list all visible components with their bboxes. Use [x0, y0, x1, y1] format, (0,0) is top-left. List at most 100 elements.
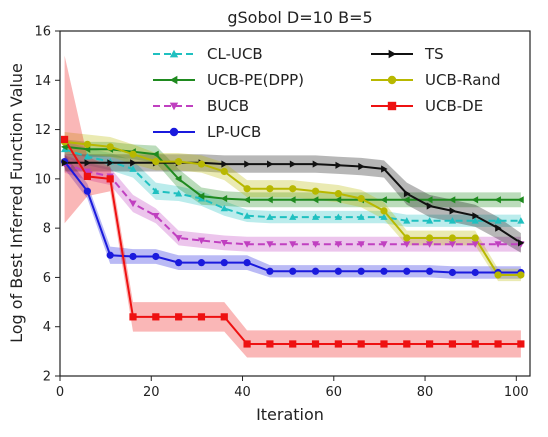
- ucb-pe-dpp-point: [517, 196, 524, 204]
- bucb-point: [426, 241, 434, 248]
- bucb-point: [175, 235, 183, 242]
- ucb-rand-point: [152, 158, 160, 166]
- x-tick-label: 0: [56, 385, 64, 400]
- lp-ucb-point: [175, 259, 183, 267]
- ts-point: [381, 165, 388, 173]
- bucb-point: [197, 237, 206, 245]
- ucb-pe-dpp-point: [426, 196, 433, 204]
- ucb-pe-dpp-point: [494, 196, 501, 204]
- ucb-de-point: [129, 313, 137, 321]
- bucb-legend-marker: [169, 102, 179, 111]
- ucb-de-point: [471, 340, 479, 348]
- x-tick-label: 100: [504, 385, 529, 400]
- cl-ucb-legend-label: CL-UCB: [207, 45, 263, 63]
- lp-ucb-point: [448, 268, 457, 277]
- y-tick-label: 10: [34, 172, 51, 187]
- x-tick-label: 80: [417, 385, 434, 400]
- ucb-rand-legend-label: UCB-Rand: [425, 71, 500, 89]
- cl-ucb-point: [266, 213, 274, 220]
- bucb-point: [289, 241, 297, 248]
- ucb-pe-dpp-point: [471, 196, 479, 204]
- ucb-rand-point: [380, 207, 388, 215]
- ucb-pe-dpp-point: [243, 196, 250, 204]
- y-tick-label: 4: [43, 320, 51, 335]
- lp-ucb-point: [220, 259, 228, 267]
- series-markers: [60, 135, 525, 348]
- lp-ucb-point: [266, 267, 274, 275]
- ucb-rand-point: [334, 190, 342, 198]
- ts-point: [289, 160, 297, 168]
- bucb-point: [380, 241, 388, 248]
- lp-ucb-legend-label: LP-UCB: [207, 123, 261, 141]
- ucb-de-point: [175, 313, 183, 321]
- ts-point: [84, 159, 91, 167]
- bucb-point: [83, 168, 91, 176]
- ucb-de-point: [106, 175, 114, 183]
- ucb-rand-point: [403, 234, 411, 242]
- bucb-point: [152, 212, 160, 220]
- ucb-de-point: [517, 340, 525, 348]
- ucb-pe-dpp-point: [266, 196, 273, 204]
- cl-ucb-point: [289, 213, 297, 220]
- cl-ucb-point: [494, 217, 502, 224]
- plot-frame: [59, 30, 531, 377]
- ts-point: [403, 190, 411, 198]
- lp-ucb-point: [380, 267, 388, 275]
- bucb-point: [448, 241, 457, 248]
- lp-ucb-point: [357, 267, 365, 275]
- cl-ucb-point: [357, 213, 365, 220]
- cl-ucb-point: [129, 165, 137, 172]
- ucb-rand-point: [471, 234, 479, 242]
- ucb-rand-point: [266, 185, 274, 193]
- ucb-de-point: [220, 313, 228, 321]
- ts-legend-label: TS: [424, 45, 444, 63]
- ts-point: [130, 159, 137, 167]
- y-tick-label: 6: [43, 271, 51, 286]
- lp-ucb-point: [106, 251, 114, 259]
- cl-ucb-point: [426, 217, 434, 224]
- ucb-rand-point: [289, 185, 297, 193]
- bucb-point: [471, 241, 479, 248]
- cl-ucb-point: [517, 217, 525, 224]
- ucb-rand-point: [243, 185, 251, 193]
- ucb-rand-point: [517, 271, 525, 279]
- bucb-point: [266, 241, 274, 248]
- y-axis-ticks: 2 4 6 8 10 12 14 16: [34, 25, 60, 385]
- ucb-pe-dpp-legend-label: UCB-PE(DPP): [207, 71, 304, 89]
- ucb-pe-dpp-point: [380, 196, 387, 204]
- ts-point: [107, 159, 114, 167]
- ts-point: [335, 161, 342, 169]
- bucb-point: [357, 241, 365, 248]
- ucb-rand-point: [129, 150, 137, 158]
- cl-ucb-legend-marker: [169, 49, 179, 58]
- ucb-pe-dpp-point: [152, 150, 159, 158]
- bucb-point: [334, 241, 342, 248]
- ucb-pe-dpp-point: [403, 196, 410, 204]
- ucb-pe-dpp-legend-marker: [169, 75, 178, 85]
- ts-point: [517, 239, 525, 247]
- cl-ucb-point: [220, 204, 228, 212]
- cl-ucb-point: [83, 153, 91, 160]
- cl-ucb-point: [311, 213, 320, 220]
- y-tick-label: 12: [34, 123, 51, 138]
- x-axis-label: Iteration: [256, 405, 324, 424]
- lp-ucb-point: [243, 259, 251, 267]
- ts-point: [244, 160, 251, 168]
- ucb-rand-point: [311, 187, 320, 195]
- lp-ucb-point: [83, 187, 91, 195]
- ucb-rand-point: [83, 140, 91, 148]
- ts-point: [426, 202, 434, 210]
- ucb-pe-dpp-point: [289, 196, 296, 204]
- cl-ucb-point: [471, 217, 479, 224]
- ucb-pe-dpp-point: [311, 196, 319, 204]
- y-tick-label: 16: [34, 25, 51, 40]
- ucb-rand-point: [426, 234, 434, 242]
- lp-ucb-point: [129, 252, 137, 261]
- bucb-point: [220, 240, 228, 247]
- ucb-de-point: [289, 340, 297, 348]
- ucb-de-point: [266, 340, 274, 348]
- ucb-rand-point: [175, 158, 183, 166]
- ucb-rand-point: [494, 271, 502, 279]
- bucb-point: [311, 241, 320, 248]
- ts-point: [472, 212, 479, 220]
